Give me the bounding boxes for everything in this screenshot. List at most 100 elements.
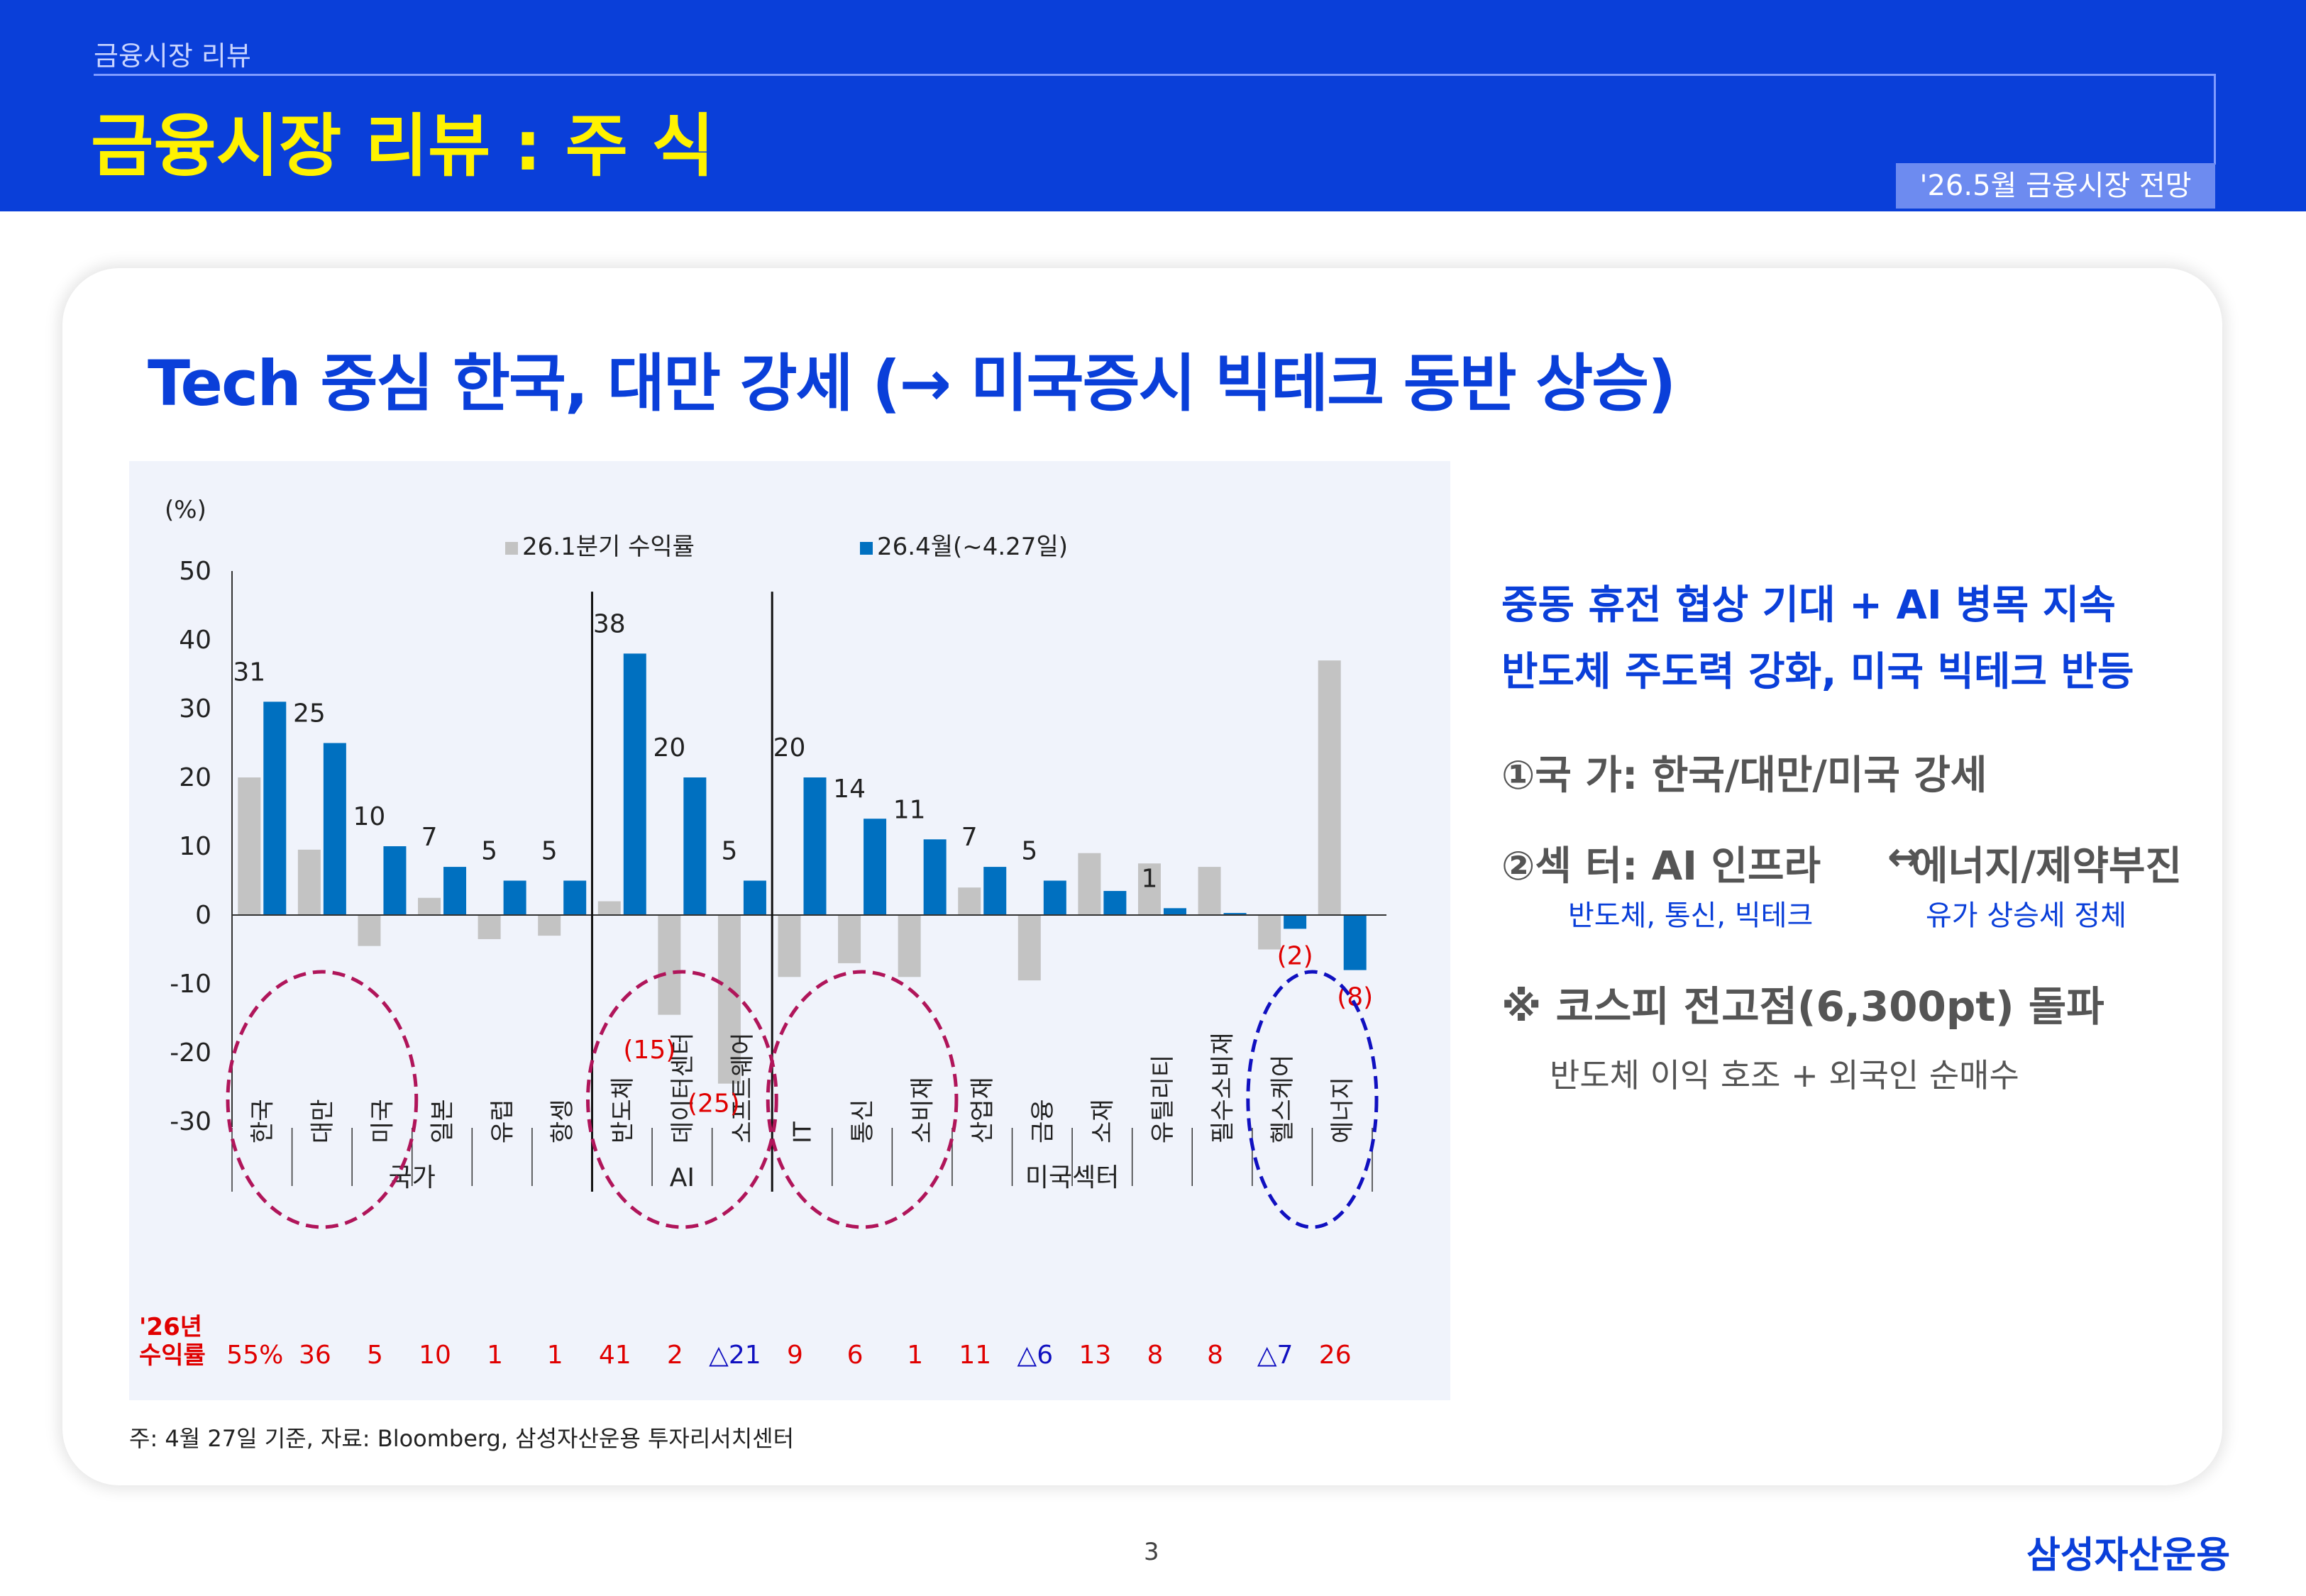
bar-q1 (717, 915, 741, 1084)
header-bar: 금융시장 리뷰 금융시장 리뷰 : 주 식 '26.5월 금융시장 전망 (0, 0, 2306, 211)
point-country: ①국 가: 한국/대만/미국 강세 (1501, 753, 1987, 799)
right-heading-1: 중동 휴전 협상 기대 + AI 병목 지속 (1501, 582, 2116, 628)
bar-apr (983, 867, 1007, 915)
data-label: 7 (421, 823, 438, 852)
double-arrow-icon: ↔ (1887, 834, 1921, 880)
category-label: 대만 (309, 1099, 337, 1143)
ytd-value: 55% (226, 1341, 283, 1370)
ytd-value: 8 (1207, 1341, 1223, 1370)
bar-apr (1223, 913, 1247, 915)
category-label: 유틸리티 (1149, 1055, 1177, 1143)
chart-panel: (%) 50 40 30 20 10 0 -10 -20 -30 26.1분기 수익률 26.4월(~… (129, 461, 1450, 1400)
bar-q1 (597, 901, 621, 915)
y-unit-label: (%) (165, 496, 206, 524)
category-label: 소재 (1088, 1099, 1117, 1143)
header-divider (94, 74, 2215, 76)
data-label-q1: (25) (688, 1090, 740, 1119)
bar-apr (323, 743, 346, 915)
ytd-value: 13 (1078, 1341, 1111, 1370)
legend-label-q1: 26.1분기 수익률 (522, 533, 695, 561)
bar-apr (683, 777, 707, 915)
data-label: 14 (833, 775, 866, 804)
ytd-row-label-1: '26년 (139, 1313, 202, 1341)
section-label: 금융시장 리뷰 (94, 40, 251, 72)
y-tick-label: -30 (170, 1107, 211, 1136)
point-sector-weak: 에너지/제약부진 (1911, 843, 2183, 890)
category-label: 소프트웨어 (729, 1033, 757, 1143)
ytd-value: 1 (547, 1341, 563, 1370)
point-sector-sub-weak: 유가 상승세 정체 (1926, 899, 2127, 932)
ytd-value: 10 (419, 1341, 451, 1370)
highlight-ellipse-us-tech (766, 970, 959, 1229)
ytd-value: 36 (299, 1341, 331, 1370)
legend-swatch-apr (860, 542, 873, 555)
data-label: 5 (721, 837, 737, 866)
point-sector-sub-strong: 반도체, 통신, 빅테크 (1568, 899, 1814, 932)
ytd-value: 2 (667, 1341, 683, 1370)
y-tick-label: 20 (179, 763, 211, 792)
data-label-q1: (15) (623, 1036, 675, 1065)
bar-apr (383, 846, 407, 915)
data-label: (2) (1277, 941, 1313, 970)
data-label: 20 (773, 733, 806, 763)
data-label: 5 (541, 837, 558, 866)
y-tick-label: -20 (170, 1038, 211, 1068)
point-sector: ②섹 터: AI 인프라 (1501, 843, 1821, 890)
page-number: 3 (1144, 1538, 1159, 1566)
legend-swatch-q1 (505, 542, 518, 555)
bar-q1 (538, 915, 561, 936)
category-label: 금융 (1029, 1099, 1057, 1143)
bar-q1 (478, 915, 501, 939)
bar-q1 (778, 915, 801, 977)
bar-apr (623, 653, 646, 915)
bar-chart: (%) 50 40 30 20 10 0 -10 -20 -30 26.1분기 수익률 26.4월(~… (139, 496, 1386, 1370)
y-tick-label: 40 (179, 626, 211, 655)
bar-apr (864, 819, 887, 915)
bar-q1 (898, 915, 921, 977)
ytd-value: 11 (959, 1341, 991, 1370)
ytd-value: △21 (709, 1341, 761, 1370)
right-heading-2: 반도체 주도력 강화, 미국 빅테크 반등 (1501, 649, 2134, 695)
category-label: 항셍 (548, 1099, 577, 1143)
bar-q1 (1318, 660, 1341, 915)
bar-q1 (838, 915, 861, 963)
ytd-value: 8 (1147, 1341, 1164, 1370)
group-label: 미국섹터 (1025, 1163, 1119, 1192)
y-tick-label: 10 (179, 832, 211, 861)
highlight-ellipse-ai (585, 970, 778, 1229)
bar-apr (443, 867, 467, 915)
bar-apr (563, 880, 587, 915)
header-divider-end (2214, 74, 2216, 165)
group-label: AI (670, 1163, 695, 1192)
ytd-value: 6 (847, 1341, 864, 1370)
category-label: 미국 (368, 1099, 397, 1143)
data-label: 1 (1142, 864, 1158, 893)
source-note: 주: 4월 27일 기준, 자료: Bloomberg, 삼성자산운용 투자리서… (129, 1425, 795, 1452)
ytd-value: 41 (599, 1341, 631, 1370)
bar-apr (1284, 915, 1307, 929)
bar-apr (263, 702, 287, 915)
ytd-value: 1 (907, 1341, 923, 1370)
slide-headline: Tech 중심 한국, 대만 강세 (→ 미국증시 빅테크 동반 상승) (148, 347, 1676, 420)
ytd-value: 1 (487, 1341, 503, 1370)
bar-apr (803, 777, 827, 915)
legend-label-apr: 26.4월(~4.27일) (877, 533, 1068, 561)
category-label: IT (789, 1121, 817, 1143)
bar-apr (503, 880, 526, 915)
ytd-value: △6 (1017, 1341, 1054, 1370)
category-label: 에너지 (1329, 1077, 1357, 1143)
category-label: 일본 (429, 1099, 457, 1143)
bar-q1 (238, 777, 261, 915)
data-label: 38 (593, 609, 626, 638)
ytd-row-label-2: 수익률 (139, 1341, 206, 1370)
ytd-value: 5 (367, 1341, 383, 1370)
category-label: 통신 (849, 1099, 877, 1143)
bar-q1 (1017, 915, 1041, 981)
highlight-ellipse-energy (1246, 970, 1379, 1229)
y-tick-label: -10 (170, 970, 211, 999)
bar-q1 (358, 915, 381, 946)
data-label: 7 (961, 823, 978, 852)
y-tick-label: 0 (195, 901, 211, 930)
bar-q1 (1198, 867, 1221, 915)
y-tick-label: 30 (179, 694, 211, 724)
